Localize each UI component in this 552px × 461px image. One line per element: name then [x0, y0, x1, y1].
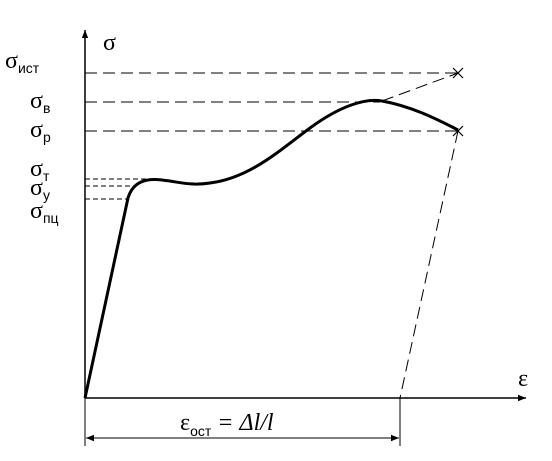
level-symbol: σ — [30, 175, 43, 201]
y-axis-label: σ — [103, 30, 116, 56]
level-label: σист — [5, 48, 40, 76]
level-label: σв — [30, 88, 50, 116]
level-label: σт — [30, 156, 50, 184]
level-subscript: у — [43, 187, 50, 203]
true-stress-line — [381, 72, 459, 102]
level-lines — [85, 72, 458, 200]
level-subscript: в — [43, 100, 50, 116]
level-symbol: σ — [30, 198, 43, 224]
level-subscript: ист — [18, 60, 40, 76]
dimension-label: εост = Δl/l — [180, 410, 274, 439]
stress-curve — [83, 98, 459, 399]
level-symbol: σ — [5, 48, 18, 74]
level-label: σр — [30, 117, 51, 145]
level-subscript: р — [43, 129, 51, 145]
level-label: σу — [30, 175, 50, 203]
end-marks — [452, 67, 464, 137]
dimension-symbol: ε — [180, 410, 190, 436]
level-label: σпц — [30, 198, 59, 226]
dimension-formula: = Δl/l — [217, 410, 274, 436]
x-axis-label: ε — [518, 366, 528, 392]
level-subscript: т — [43, 168, 50, 184]
level-subscript: пц — [43, 210, 59, 226]
dimension-subscript: ост — [190, 423, 212, 439]
unloading-line — [399, 130, 459, 399]
level-symbol: σ — [30, 156, 43, 182]
level-symbol: σ — [30, 117, 43, 143]
level-symbol: σ — [30, 88, 43, 114]
